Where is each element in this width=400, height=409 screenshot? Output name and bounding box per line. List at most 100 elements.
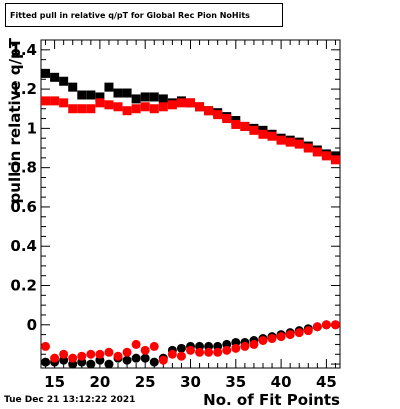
- data-point-circle: [186, 345, 195, 355]
- y-tick-label: 0.6: [10, 198, 37, 216]
- data-point-square: [158, 102, 168, 112]
- data-point-square: [276, 135, 286, 145]
- data-point-square: [113, 102, 123, 112]
- data-point-circle: [86, 349, 96, 359]
- data-point-circle: [267, 334, 277, 344]
- data-point-square: [149, 92, 159, 102]
- data-point-square: [50, 96, 60, 106]
- data-point-circle: [276, 332, 286, 342]
- data-point-circle: [50, 353, 60, 363]
- timestamp: Tue Dec 21 13:12:22 2021: [4, 395, 136, 405]
- data-point-circle: [122, 355, 132, 365]
- plot-frame: [40, 39, 341, 369]
- data-point-circle: [68, 353, 78, 363]
- data-point-circle: [95, 349, 105, 359]
- data-point-square: [186, 98, 195, 108]
- x-tick-label: 40: [271, 373, 292, 391]
- x-tick-label: 45: [316, 373, 337, 391]
- data-point-circle: [41, 357, 51, 367]
- data-point-square: [213, 110, 223, 120]
- data-point-circle: [312, 322, 322, 332]
- data-point-circle: [122, 347, 132, 357]
- data-point-square: [77, 90, 87, 100]
- data-point-circle: [176, 351, 186, 361]
- data-point-square: [86, 104, 96, 114]
- data-point-circle: [149, 341, 159, 351]
- data-point-square: [258, 129, 268, 139]
- data-point-square: [113, 88, 123, 98]
- data-point-square: [231, 119, 241, 129]
- data-point-circle: [222, 345, 232, 355]
- data-point-circle: [140, 345, 150, 355]
- y-axis-label: pull in relative q/pT: [6, 37, 24, 203]
- y-tick-label: 1: [27, 119, 37, 137]
- data-point-square: [122, 106, 132, 116]
- data-point-circle: [204, 347, 214, 357]
- x-tick-label: 30: [180, 373, 201, 391]
- data-point-square: [77, 104, 87, 114]
- data-point-square: [68, 82, 78, 92]
- data-point-square: [122, 88, 132, 98]
- data-point-square: [240, 121, 250, 131]
- data-point-circle: [240, 341, 250, 351]
- y-tick-label: 1.2: [10, 80, 37, 98]
- data-point-square: [50, 72, 60, 82]
- data-point-square: [195, 102, 205, 112]
- data-point-circle: [59, 349, 69, 359]
- data-point-square: [204, 106, 214, 116]
- data-point-circle: [104, 347, 114, 357]
- data-point-circle: [131, 353, 141, 363]
- x-axis-label: No. of Fit Points: [203, 391, 340, 409]
- data-point-square: [158, 94, 168, 104]
- data-point-square: [41, 68, 51, 78]
- data-point-square: [321, 151, 331, 161]
- data-point-circle: [140, 353, 150, 363]
- data-point-circle: [158, 355, 168, 365]
- data-point-square: [222, 114, 232, 124]
- data-point-square: [167, 100, 177, 110]
- data-point-square: [149, 104, 159, 114]
- data-point-square: [41, 96, 51, 106]
- data-point-circle: [41, 341, 51, 351]
- data-point-circle: [149, 357, 159, 367]
- y-tick-label: 0.2: [10, 277, 37, 295]
- data-point-square: [86, 90, 96, 100]
- data-point-circle: [176, 343, 186, 353]
- data-point-square: [131, 94, 141, 104]
- data-point-circle: [330, 320, 340, 330]
- data-point-square: [59, 98, 69, 108]
- data-point-circle: [303, 326, 313, 336]
- y-tick-label: 0.8: [10, 159, 37, 177]
- data-point-square: [249, 125, 259, 135]
- data-point-circle: [131, 339, 141, 349]
- data-point-square: [131, 104, 141, 114]
- data-point-square: [68, 104, 78, 114]
- data-point-circle: [294, 328, 304, 338]
- data-point-circle: [213, 347, 223, 357]
- x-tick-label: 35: [225, 373, 246, 391]
- data-point-circle: [258, 336, 268, 346]
- data-point-square: [312, 147, 322, 157]
- data-point-square: [140, 92, 150, 102]
- data-point-square: [176, 98, 186, 108]
- data-point-square: [285, 137, 295, 147]
- x-tick-label: 15: [44, 373, 65, 391]
- data-point-circle: [321, 320, 331, 330]
- y-tick-label: 0: [27, 316, 37, 334]
- data-point-square: [95, 98, 105, 108]
- data-point-square: [330, 155, 340, 165]
- y-tick-label: 1.4: [10, 41, 37, 59]
- data-point-circle: [113, 351, 123, 361]
- data-point-circle: [285, 330, 295, 340]
- data-point-square: [95, 92, 105, 102]
- data-point-circle: [77, 351, 87, 361]
- data-point-circle: [167, 349, 177, 359]
- data-point-square: [294, 139, 304, 149]
- data-point-square: [104, 100, 114, 110]
- data-point-circle: [231, 343, 241, 353]
- data-point-circle: [195, 347, 205, 357]
- x-tick-label: 25: [135, 373, 156, 391]
- plot-title-box: Fitted pull in relative q/pT for Global …: [5, 3, 283, 27]
- plot-title: Fitted pull in relative q/pT for Global …: [10, 10, 250, 20]
